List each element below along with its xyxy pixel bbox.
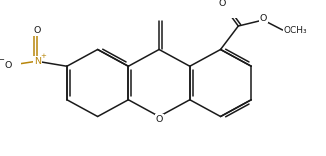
Text: O: O bbox=[33, 27, 40, 35]
Text: N: N bbox=[34, 57, 41, 66]
Text: O: O bbox=[259, 14, 267, 23]
Text: OCH₃: OCH₃ bbox=[284, 26, 307, 35]
Text: O: O bbox=[5, 61, 12, 70]
Text: −: − bbox=[0, 55, 4, 64]
Text: O: O bbox=[219, 0, 226, 8]
Text: O: O bbox=[156, 115, 163, 124]
Text: +: + bbox=[40, 53, 46, 59]
